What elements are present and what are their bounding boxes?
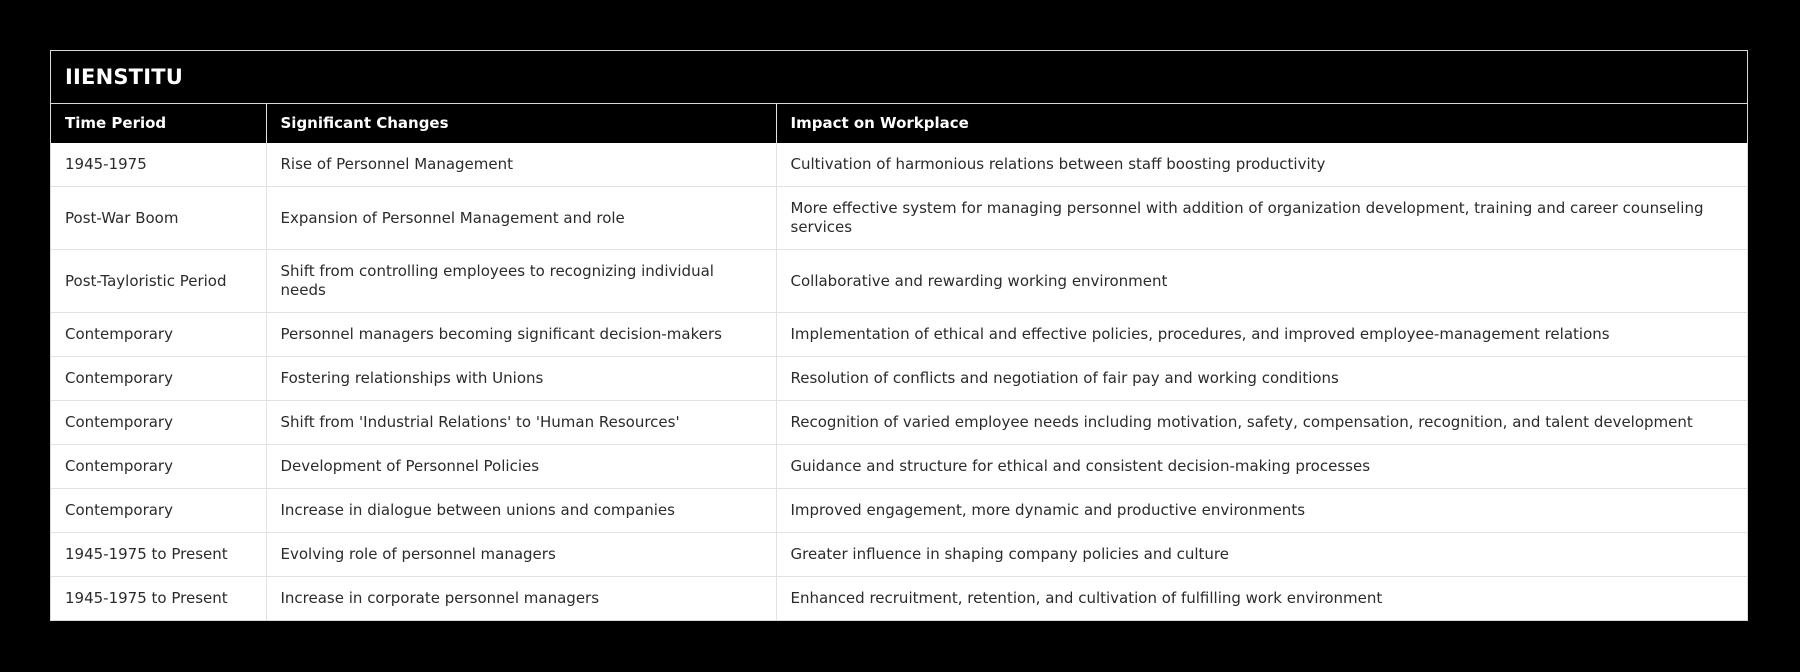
table-row: 1945-1975 to Present Evolving role of pe… — [51, 532, 1747, 577]
table-row: Post-Tayloristic Period Shift from contr… — [51, 249, 1747, 313]
table-row: Contemporary Fostering relationships wit… — [51, 356, 1747, 401]
cell-time-period: Contemporary — [51, 312, 267, 357]
column-header-time-period: Time Period — [51, 104, 267, 143]
table-row: Contemporary Personnel managers becoming… — [51, 312, 1747, 357]
cell-time-period: 1945-1975 to Present — [51, 576, 267, 620]
brand-title: IIENSTITU — [65, 65, 183, 89]
cell-significant-changes: Increase in corporate personnel managers — [266, 576, 777, 620]
cell-time-period: Post-War Boom — [51, 186, 267, 250]
cell-impact-on-workplace: Guidance and structure for ethical and c… — [776, 444, 1747, 489]
cell-significant-changes: Shift from controlling employees to reco… — [266, 249, 777, 313]
table-row: Contemporary Shift from 'Industrial Rela… — [51, 400, 1747, 445]
cell-time-period: Contemporary — [51, 444, 267, 489]
table-row: 1945-1975 to Present Increase in corpora… — [51, 576, 1747, 620]
cell-impact-on-workplace: Improved engagement, more dynamic and pr… — [776, 488, 1747, 533]
cell-time-period: Post-Tayloristic Period — [51, 249, 267, 313]
cell-time-period: Contemporary — [51, 400, 267, 445]
column-header-impact-on-workplace: Impact on Workplace — [776, 104, 1747, 143]
cell-impact-on-workplace: Enhanced recruitment, retention, and cul… — [776, 576, 1747, 620]
cell-impact-on-workplace: Greater influence in shaping company pol… — [776, 532, 1747, 577]
brand-title-bar: IIENSTITU — [51, 51, 1747, 104]
table-header-row: Time Period Significant Changes Impact o… — [51, 104, 1747, 143]
cell-time-period: Contemporary — [51, 356, 267, 401]
cell-impact-on-workplace: More effective system for managing perso… — [776, 186, 1747, 250]
cell-impact-on-workplace: Cultivation of harmonious relations betw… — [776, 143, 1747, 187]
cell-significant-changes: Expansion of Personnel Management and ro… — [266, 186, 777, 250]
table-row: 1945-1975 Rise of Personnel Management C… — [51, 143, 1747, 187]
cell-significant-changes: Personnel managers becoming significant … — [266, 312, 777, 357]
cell-significant-changes: Rise of Personnel Management — [266, 143, 777, 187]
column-header-significant-changes: Significant Changes — [266, 104, 777, 143]
cell-significant-changes: Development of Personnel Policies — [266, 444, 777, 489]
cell-impact-on-workplace: Resolution of conflicts and negotiation … — [776, 356, 1747, 401]
cell-impact-on-workplace: Recognition of varied employee needs inc… — [776, 400, 1747, 445]
hr-history-table: Time Period Significant Changes Impact o… — [51, 104, 1747, 620]
table-panel: IIENSTITU Time Period Significant Change… — [50, 50, 1748, 621]
table-row: Contemporary Development of Personnel Po… — [51, 444, 1747, 489]
cell-impact-on-workplace: Implementation of ethical and effective … — [776, 312, 1747, 357]
table-row: Post-War Boom Expansion of Personnel Man… — [51, 186, 1747, 250]
table-row: Contemporary Increase in dialogue betwee… — [51, 488, 1747, 533]
cell-significant-changes: Shift from 'Industrial Relations' to 'Hu… — [266, 400, 777, 445]
cell-time-period: 1945-1975 — [51, 143, 267, 187]
cell-significant-changes: Evolving role of personnel managers — [266, 532, 777, 577]
cell-significant-changes: Increase in dialogue between unions and … — [266, 488, 777, 533]
cell-impact-on-workplace: Collaborative and rewarding working envi… — [776, 249, 1747, 313]
cell-time-period: Contemporary — [51, 488, 267, 533]
cell-time-period: 1945-1975 to Present — [51, 532, 267, 577]
cell-significant-changes: Fostering relationships with Unions — [266, 356, 777, 401]
